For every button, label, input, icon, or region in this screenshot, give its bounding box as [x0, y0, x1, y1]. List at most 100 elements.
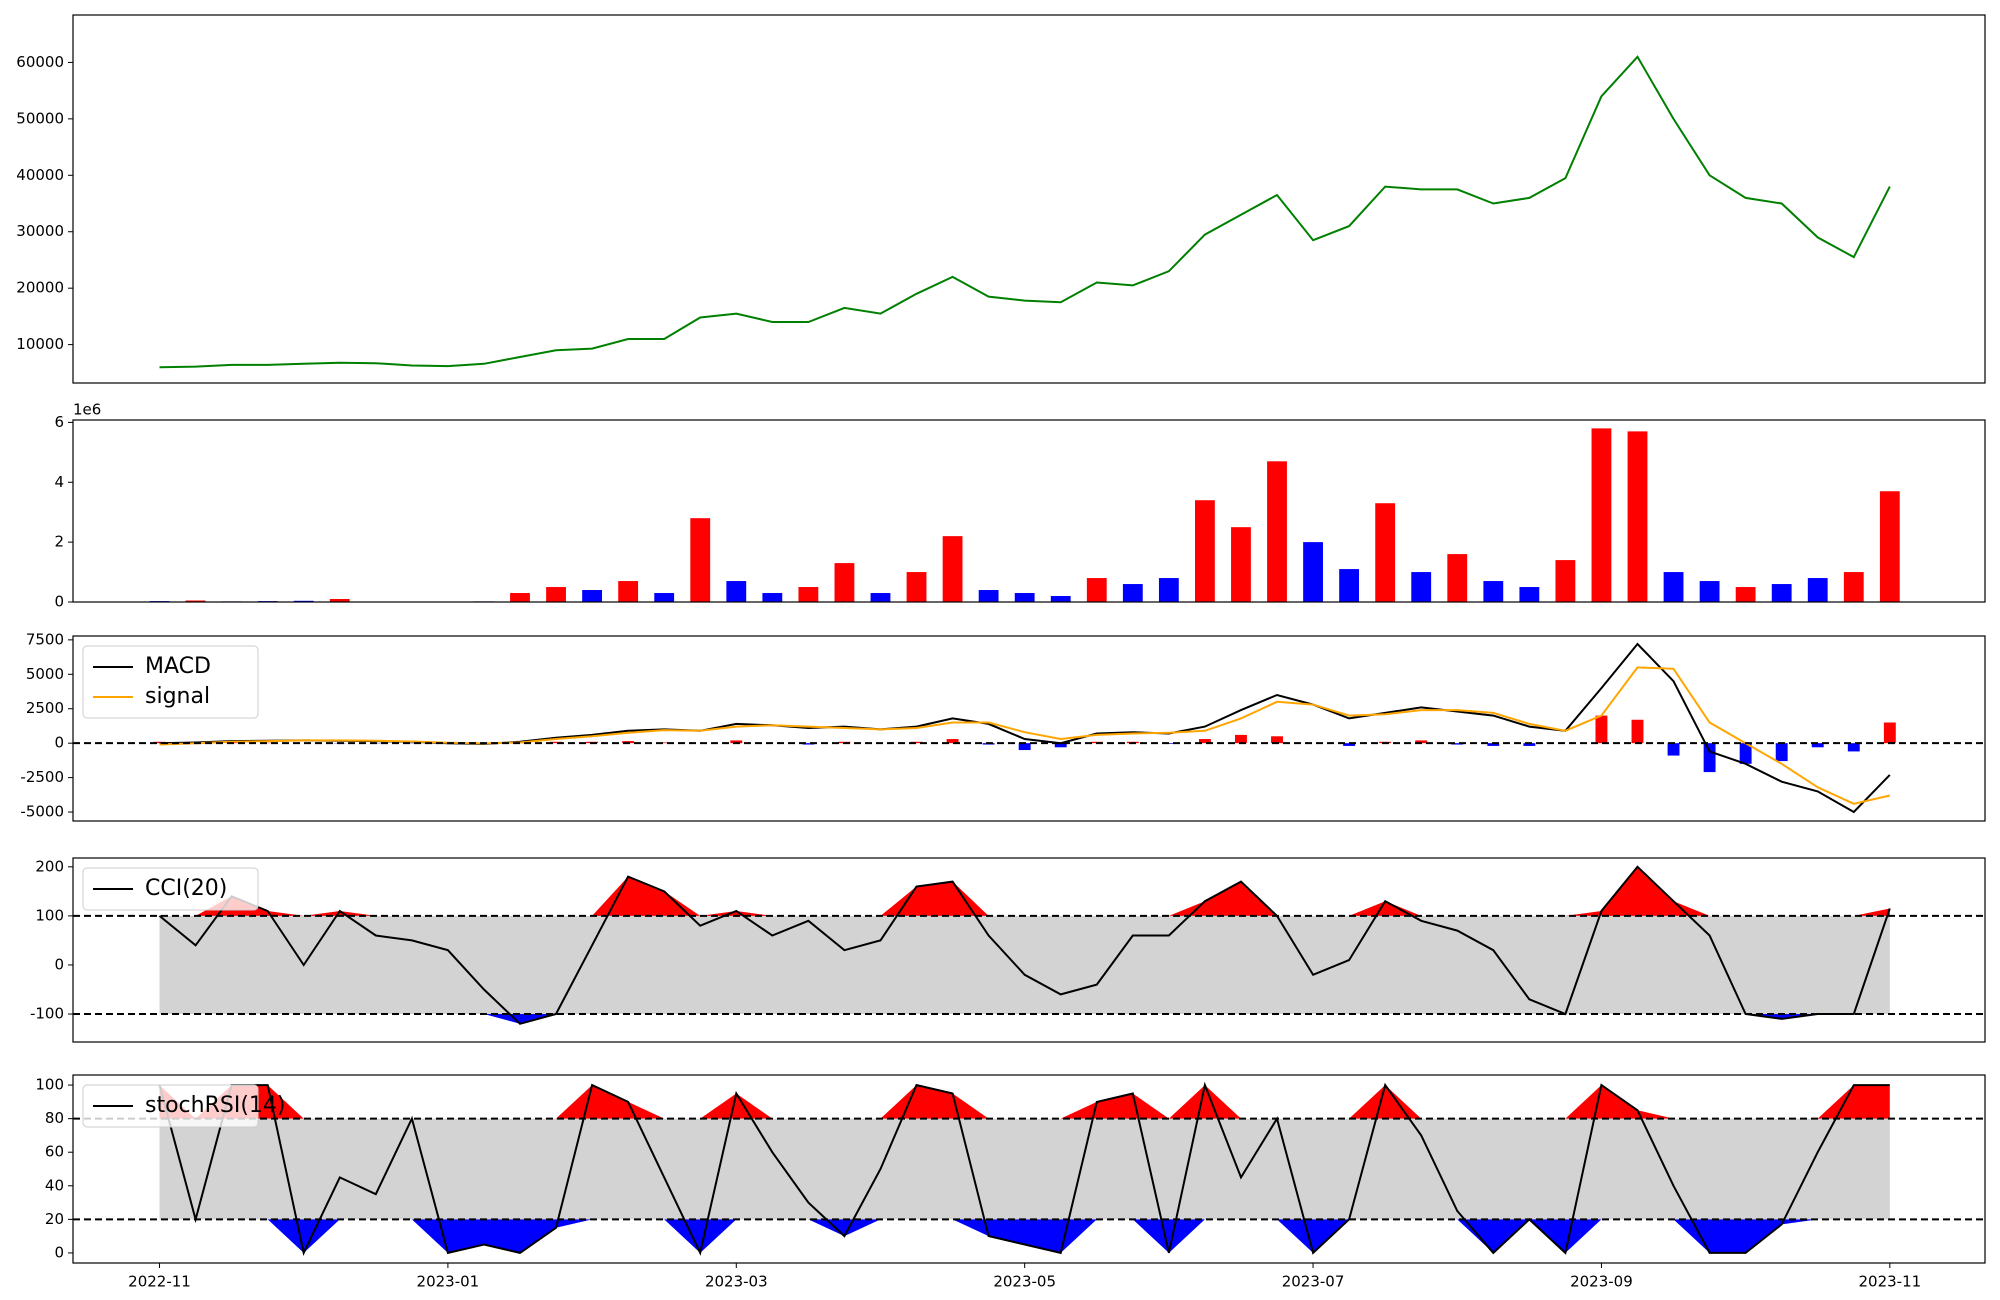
bar: [798, 587, 819, 602]
histogram-bar: [802, 743, 815, 745]
legend-box: [82, 1084, 259, 1128]
histogram-bar: [1883, 722, 1896, 744]
histogram-bar: [1487, 743, 1500, 746]
axes-frame: [72, 635, 1986, 822]
histogram-bar: [1235, 734, 1247, 744]
bar: [1158, 578, 1179, 602]
y-tick-label: -100: [30, 1005, 64, 1023]
x-tick-label: 2022-11: [128, 1273, 191, 1291]
bar: [1591, 428, 1612, 602]
bar: [1483, 581, 1504, 602]
bar: [1122, 584, 1143, 602]
histogram-bar: [730, 740, 743, 744]
x-tick-label: 2023-11: [1858, 1273, 1921, 1291]
histogram-bar: [1451, 743, 1464, 745]
bar: [1339, 569, 1360, 602]
axes-frame: [72, 857, 1986, 1043]
histogram-bar: [1667, 743, 1680, 756]
y-tick-label: 10000: [16, 335, 64, 353]
y-tick-label: 5000: [26, 665, 64, 683]
y-tick-label: 40: [45, 1176, 64, 1194]
legend: CCI(20): [82, 867, 259, 911]
histogram-bar: [1739, 743, 1752, 764]
histogram-bar: [658, 742, 671, 744]
legend-label: stochRSI(14): [145, 1093, 286, 1118]
bar: [1699, 581, 1720, 602]
bar: [1050, 596, 1071, 602]
bar: [546, 587, 566, 602]
bar: [582, 590, 603, 602]
bar: [1086, 578, 1107, 602]
bar: [1627, 431, 1648, 602]
y-tick-label: 6: [54, 413, 64, 431]
y-tick-label: 0: [54, 734, 64, 752]
bar: [1843, 572, 1864, 602]
histogram-bar: [1054, 743, 1067, 748]
bar: [618, 581, 639, 602]
bar: [329, 599, 350, 602]
y-tick-label: 80: [45, 1109, 64, 1127]
bar: [1771, 584, 1792, 602]
y-tick-label: 0: [54, 593, 64, 611]
histogram-bar: [910, 741, 923, 744]
legend-label: MACD: [145, 654, 211, 679]
bar: [654, 593, 675, 602]
bar: [942, 536, 963, 602]
y-tick-label: 100: [35, 906, 64, 924]
y-tick-label: 200: [35, 857, 64, 875]
y-tick-label: 0: [54, 1243, 64, 1261]
legend-label: CCI(20): [145, 876, 227, 901]
histogram-bar: [1703, 743, 1716, 773]
neutral-band: [159, 1118, 1890, 1220]
y-tick-label: 2: [54, 533, 64, 551]
y-tick-label: 100: [35, 1076, 64, 1094]
bar: [906, 572, 927, 602]
histogram-bar: [1198, 739, 1211, 744]
histogram-bar: [1847, 743, 1860, 752]
bar: [726, 581, 747, 602]
y-tick-label: 40000: [16, 166, 64, 184]
line: [158, 1081, 1890, 1256]
histogram-bar: [1811, 743, 1824, 748]
axes-frame: [72, 14, 1986, 384]
histogram-bar: [1775, 743, 1788, 762]
bar: [762, 593, 783, 602]
y-tick-label: 20: [45, 1210, 64, 1228]
bar: [1303, 542, 1323, 602]
oversold-fill: [159, 1219, 1890, 1253]
legend: stochRSI(14): [82, 1084, 286, 1128]
bar: [1231, 527, 1251, 602]
bar: [1014, 593, 1035, 602]
histogram-bar: [622, 741, 635, 744]
y-tick-label: 30000: [16, 222, 64, 240]
histogram-bar: [550, 741, 562, 744]
overbought-fill: [159, 1085, 1890, 1119]
legend-box: [82, 645, 259, 719]
y-tick-label: -5000: [20, 803, 64, 821]
y-tick-label: 50000: [16, 109, 64, 127]
axes-frame: [72, 419, 1986, 603]
histogram-bar: [1343, 743, 1356, 746]
y-tick-label: -2500: [20, 768, 64, 786]
line: [159, 666, 1891, 805]
bar: [1735, 587, 1756, 602]
x-tick-label: 2023-05: [993, 1273, 1056, 1291]
x-tick-label: 2023-07: [1282, 1273, 1345, 1291]
bar: [1663, 572, 1684, 602]
bar: [1555, 560, 1576, 602]
line: [158, 865, 1891, 1025]
x-tick-label: 2023-01: [417, 1273, 480, 1291]
bar: [1411, 572, 1432, 602]
bar: [510, 593, 530, 602]
bar: [1807, 578, 1828, 602]
y-tick-label: 0: [54, 955, 64, 973]
neutral-band: [159, 915, 1890, 1015]
legend-label: signal: [145, 684, 210, 709]
bar: [834, 563, 855, 602]
y-tick-label: 60: [45, 1143, 64, 1161]
line: [159, 642, 1891, 814]
legend-box: [82, 867, 259, 911]
bar: [185, 600, 206, 602]
histogram-bar: [1631, 719, 1644, 744]
bar: [690, 518, 711, 602]
